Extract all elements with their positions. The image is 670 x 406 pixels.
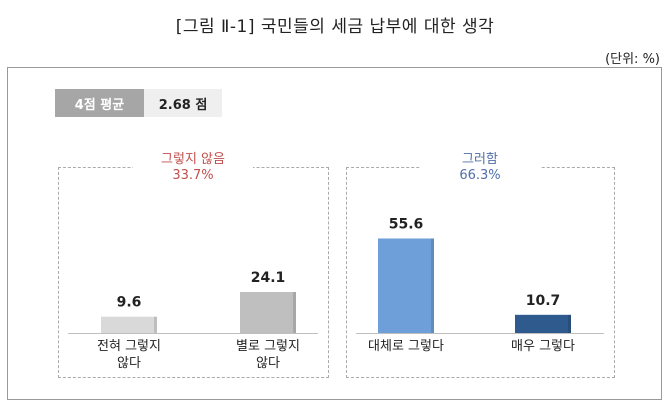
average-label: 4점 평균: [55, 89, 144, 117]
bar-shade-2: [431, 238, 434, 333]
bar-3: [515, 314, 571, 333]
chart-frame: [7, 67, 662, 400]
group-negative-name: 그렇지 않음: [161, 152, 225, 167]
bar-shade-3: [568, 314, 571, 333]
category-label-2: 대체로 그렇다: [368, 339, 444, 354]
chart-title: [그림 Ⅱ-1] 국민들의 세금 납부에 대한 생각: [175, 17, 495, 37]
category-label-0: 전혀 그렇지 않다: [97, 339, 161, 371]
value-label-2: 55.6: [389, 216, 424, 232]
group-label-negative: 그렇지 않음 33.7%: [133, 152, 253, 184]
bar-shade-0: [154, 316, 157, 333]
bar-shade-1: [293, 292, 296, 333]
value-label-1: 24.1: [251, 270, 286, 286]
bar-0: [101, 316, 157, 333]
group-positive-name: 그러함: [462, 152, 498, 167]
category-label-3: 매우 그렇다: [511, 339, 575, 354]
bar-1: [240, 292, 296, 333]
group-negative-value: 33.7%: [172, 168, 214, 183]
unit-label: (단위: %): [605, 52, 660, 67]
value-label-0: 9.6: [117, 295, 142, 311]
value-label-3: 10.7: [526, 293, 561, 309]
group-positive-value: 66.3%: [459, 168, 501, 183]
bar-2: [378, 238, 434, 333]
category-label-1: 별로 그렇지 않다: [236, 339, 300, 371]
group-label-positive: 그러함 66.3%: [420, 152, 540, 184]
average-value: 2.68 점: [144, 89, 222, 117]
